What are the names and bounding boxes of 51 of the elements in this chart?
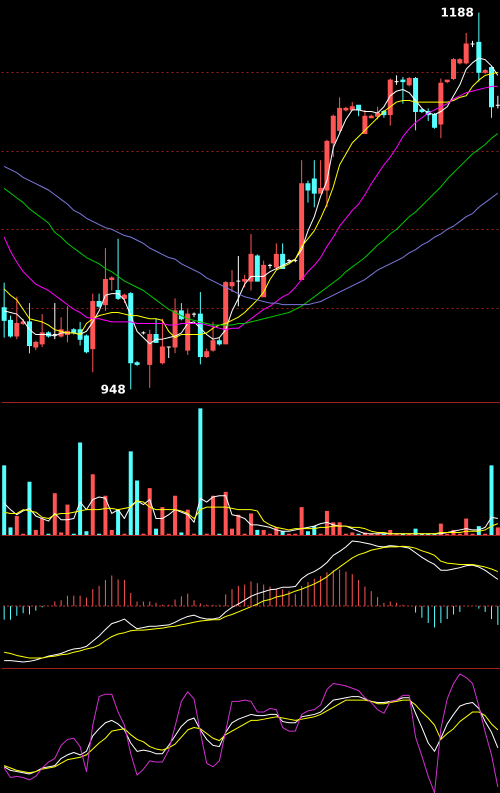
- candlestick: [400, 76, 406, 104]
- bar: [52, 493, 57, 535]
- bar: [110, 530, 114, 535]
- candlestick: [116, 238, 121, 300]
- bar: [350, 532, 354, 535]
- annotation: 948: [100, 382, 126, 396]
- candlestick: [210, 321, 216, 352]
- candlestick: [26, 302, 32, 354]
- candlestick: [356, 104, 362, 117]
- bar: [103, 496, 108, 535]
- bar: [262, 530, 266, 535]
- bar: [224, 492, 228, 535]
- bar: [8, 527, 12, 535]
- bar: [154, 528, 158, 535]
- bar: [78, 442, 82, 535]
- bar: [249, 513, 253, 535]
- candlestick: [154, 318, 159, 343]
- bar: [211, 496, 216, 535]
- bar: [27, 482, 32, 535]
- bar: [255, 530, 260, 535]
- bar: [65, 504, 70, 535]
- candlestick: [160, 318, 165, 365]
- bar: [490, 465, 494, 535]
- bar: [300, 507, 304, 535]
- bar: [230, 528, 234, 535]
- bar: [14, 516, 19, 535]
- bar: [84, 531, 88, 535]
- candlestick: [96, 293, 102, 308]
- candlestick: [204, 348, 210, 359]
- bar: [324, 510, 329, 535]
- bar: [2, 465, 6, 535]
- bar: [198, 408, 202, 535]
- bar: [496, 527, 500, 535]
- bar: [236, 514, 240, 535]
- bar: [116, 510, 120, 535]
- bar: [90, 474, 95, 535]
- bar: [34, 530, 38, 535]
- candlestick: [178, 302, 184, 321]
- bar: [179, 532, 184, 535]
- annotation: 1188: [440, 6, 474, 20]
- bar: [160, 507, 164, 535]
- bar: [40, 518, 44, 535]
- bar: [306, 531, 310, 535]
- candlestick: [122, 293, 127, 304]
- bar: [173, 496, 178, 535]
- bar: [59, 532, 64, 535]
- bar: [148, 488, 152, 535]
- bar: [128, 451, 133, 535]
- candlestick: [274, 242, 279, 271]
- bar: [135, 480, 140, 535]
- candlestick: [406, 76, 412, 87]
